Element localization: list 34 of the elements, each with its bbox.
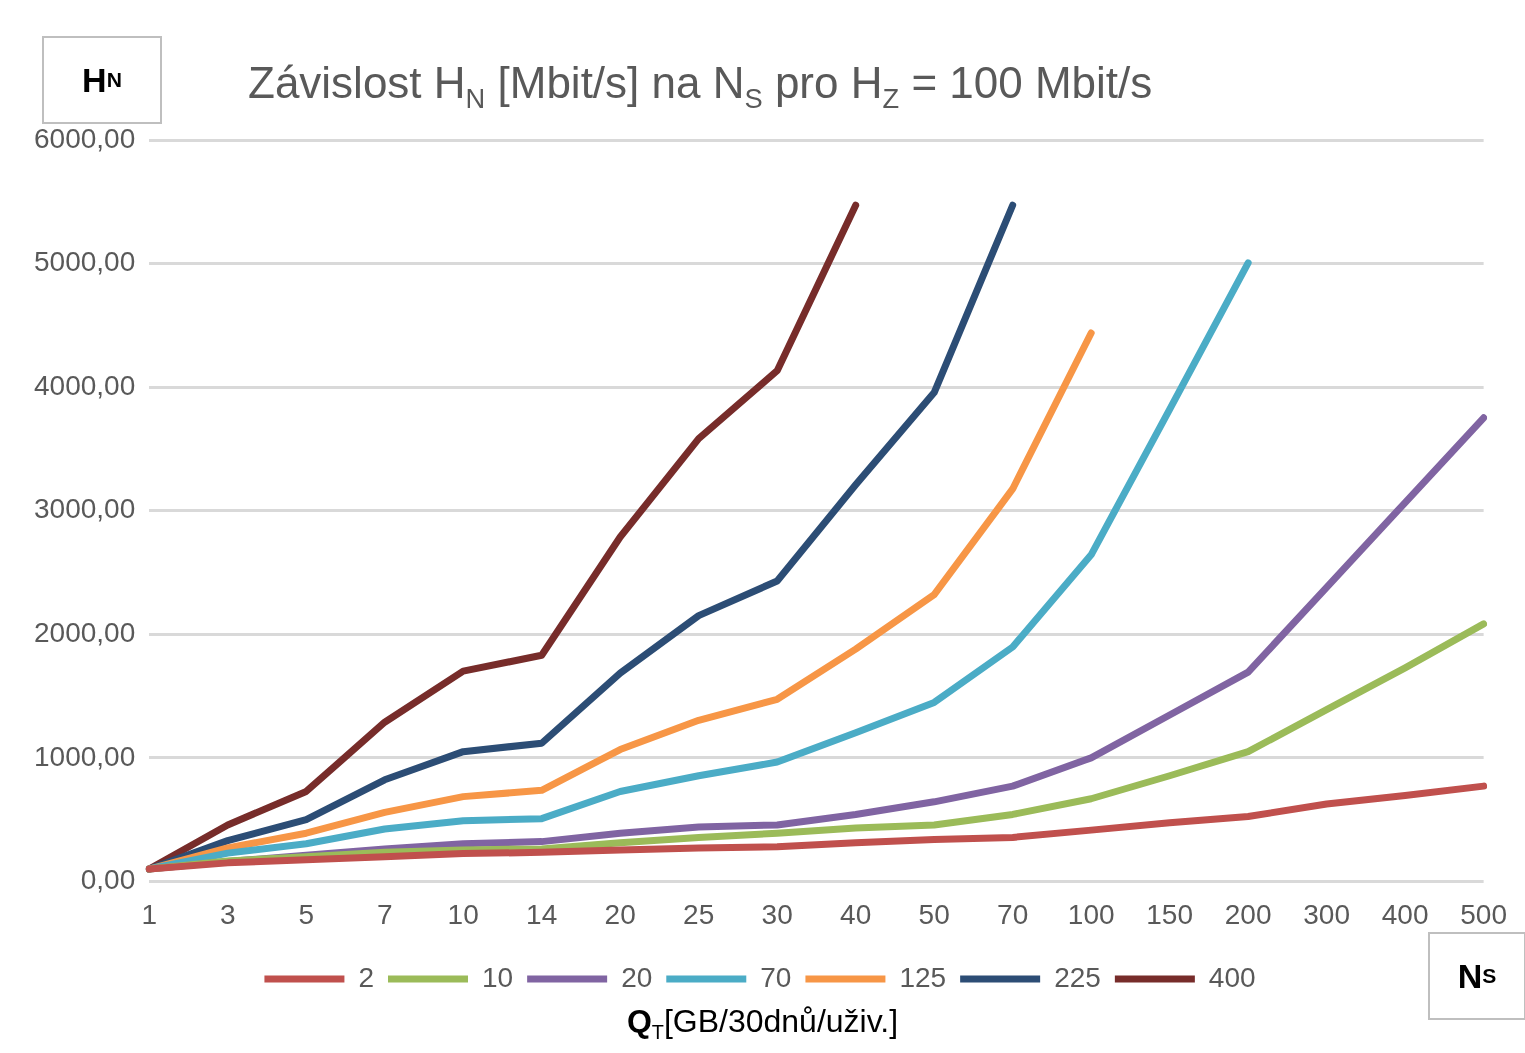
x-tick-label: 7 <box>376 898 393 930</box>
x-tick-label: 200 <box>1224 898 1272 930</box>
y-tick-label: 6000,00 <box>33 122 136 154</box>
x-tick-label: 20 <box>604 898 636 930</box>
legend-label: 225 <box>1054 961 1101 993</box>
x-tick-label: 5 <box>298 898 314 930</box>
legend-label: 400 <box>1208 961 1256 993</box>
legend-label: 70 <box>760 961 792 993</box>
legend-label: 10 <box>481 961 514 993</box>
x-tick-label: 40 <box>840 898 872 930</box>
legend-label: 125 <box>899 961 947 993</box>
x-tick-label: 30 <box>761 898 793 930</box>
x-tick-label: 10 <box>447 898 479 930</box>
legend-label: 2 <box>358 961 374 993</box>
x-tick-label: 3 <box>219 898 236 930</box>
x-tick-label: 100 <box>1067 898 1115 930</box>
x-tick-label: 70 <box>997 898 1029 930</box>
x-tick-label: 50 <box>918 898 950 930</box>
x-tick-label: 14 <box>526 898 558 930</box>
chart-title: Závislost H$_{N}$ [Mbit/s] na N$_{S}$ pro H$_{Z}$ = 100 Mbit/s <box>248 58 1153 115</box>
y-tick-label: 2000,00 <box>33 616 136 648</box>
x-tick-label: 400 <box>1381 898 1429 930</box>
x-tick-label: 1 <box>141 898 157 930</box>
x-tick-label: 500 <box>1460 898 1507 930</box>
y-tick-label: 3000,00 <box>33 493 136 525</box>
y-tick-label: 1000,00 <box>33 740 136 772</box>
y-tick-label: 5000,00 <box>33 246 136 278</box>
legend-title: Q$_{T}$[GB/30dnů/uživ.] <box>625 1003 900 1045</box>
legend-label: 20 <box>621 961 653 993</box>
x-tick-label: 150 <box>1146 898 1194 930</box>
y-tick-label: 4000,00 <box>33 369 136 401</box>
x-tick-label: 300 <box>1303 898 1351 930</box>
y-tick-label: 0,00 <box>80 864 136 896</box>
x-tick-label: 25 <box>683 898 715 930</box>
